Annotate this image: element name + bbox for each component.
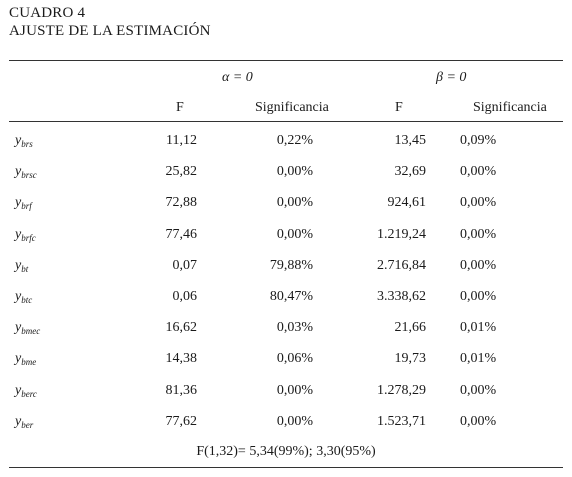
cell-significance-alpha: 0,00%	[276, 195, 313, 210]
variable-symbol: y	[15, 227, 22, 242]
cell-significance-alpha: 80,47%	[269, 289, 313, 304]
cell-f-beta: 1.219,24	[377, 227, 426, 242]
variable-subscript: brs	[21, 139, 33, 149]
cell-significance-beta: 0,09%	[460, 133, 497, 148]
cell-f-beta: 3.338,62	[377, 289, 426, 304]
cell-f-beta: 1.523,71	[377, 414, 426, 429]
variable-symbol: y	[15, 351, 22, 366]
bottom-rule	[9, 467, 563, 468]
cell-significance-beta: 0,00%	[460, 227, 497, 242]
table-footnote: F(1,32)= 5,34(99%); 3,30(95%)	[196, 444, 376, 459]
variable-subscript: bme	[21, 357, 37, 367]
row-variable-label: ybme	[15, 351, 36, 370]
cell-f-beta: 21,66	[394, 320, 427, 335]
column-header-significance-alpha: Significancia	[255, 100, 329, 115]
variable-subscript: bmec	[21, 326, 41, 336]
variable-symbol: y	[15, 383, 22, 398]
cell-f-beta: 13,45	[394, 133, 427, 148]
cell-significance-beta: 0,00%	[460, 164, 497, 179]
cell-significance-beta: 0,00%	[460, 258, 497, 273]
cell-significance-beta: 0,00%	[460, 383, 497, 398]
cell-significance-beta: 0,01%	[460, 320, 497, 335]
group-header-alpha: α = 0	[222, 70, 253, 85]
row-variable-label: ybrf	[15, 195, 32, 214]
cell-f-alpha: 25,82	[165, 164, 198, 179]
cell-f-alpha: 16,62	[165, 320, 198, 335]
cell-f-alpha: 14,38	[165, 351, 198, 366]
cell-f-alpha: 77,46	[165, 227, 198, 242]
column-header-significance-beta: Significancia	[473, 100, 547, 115]
variable-symbol: y	[15, 133, 22, 148]
variable-symbol: y	[15, 258, 22, 273]
variable-subscript: brsc	[21, 170, 37, 180]
cell-significance-beta: 0,01%	[460, 351, 497, 366]
row-variable-label: ybmec	[15, 320, 40, 339]
row-variable-label: ybt	[15, 258, 28, 277]
cell-significance-alpha: 79,88%	[269, 258, 313, 273]
cell-f-beta: 1.278,29	[377, 383, 426, 398]
variable-subscript: btc	[21, 295, 33, 305]
row-variable-label: yber	[15, 414, 33, 433]
cell-f-alpha: 72,88	[165, 195, 198, 210]
column-header-f-beta: F	[395, 100, 403, 115]
table-title-number: CUADRO 4	[9, 5, 86, 21]
row-variable-label: ybrsc	[15, 164, 37, 183]
cell-f-alpha: 11,12	[166, 133, 197, 148]
row-variable-label: yberc	[15, 383, 37, 402]
cell-significance-alpha: 0,00%	[276, 164, 313, 179]
variable-subscript: ber	[21, 420, 34, 430]
variable-symbol: y	[15, 195, 22, 210]
variable-symbol: y	[15, 414, 22, 429]
variable-subscript: brfc	[21, 233, 36, 243]
header-rule	[9, 121, 563, 122]
variable-symbol: y	[15, 164, 22, 179]
cell-significance-alpha: 0,03%	[276, 320, 313, 335]
cell-significance-beta: 0,00%	[460, 195, 497, 210]
variable-subscript: brf	[21, 201, 32, 211]
cell-f-beta: 2.716,84	[377, 258, 426, 273]
table-title: AJUSTE DE LA ESTIMACIÓN	[9, 23, 211, 39]
cell-significance-alpha: 0,22%	[276, 133, 313, 148]
cell-f-beta: 32,69	[394, 164, 427, 179]
variable-subscript: berc	[21, 389, 37, 399]
variable-symbol: y	[15, 320, 22, 335]
cell-f-beta: 19,73	[394, 351, 427, 366]
group-header-beta: β = 0	[436, 70, 467, 85]
cell-significance-beta: 0,00%	[460, 414, 497, 429]
cell-significance-alpha: 0,06%	[276, 351, 313, 366]
variable-subscript: bt	[21, 264, 29, 274]
row-variable-label: ybrfc	[15, 227, 36, 246]
variable-symbol: y	[15, 289, 22, 304]
cell-f-alpha: 0,06	[172, 289, 198, 304]
cell-significance-beta: 0,00%	[460, 289, 497, 304]
row-variable-label: ybrs	[15, 133, 33, 152]
cell-f-alpha: 81,36	[165, 383, 198, 398]
cell-significance-alpha: 0,00%	[276, 227, 313, 242]
cell-f-beta: 924,61	[387, 195, 427, 210]
top-rule	[9, 60, 563, 61]
cell-significance-alpha: 0,00%	[276, 383, 313, 398]
row-variable-label: ybtc	[15, 289, 32, 308]
cell-significance-alpha: 0,00%	[276, 414, 313, 429]
column-header-f-alpha: F	[176, 100, 184, 115]
cell-f-alpha: 0,07	[172, 258, 198, 273]
cell-f-alpha: 77,62	[165, 414, 198, 429]
